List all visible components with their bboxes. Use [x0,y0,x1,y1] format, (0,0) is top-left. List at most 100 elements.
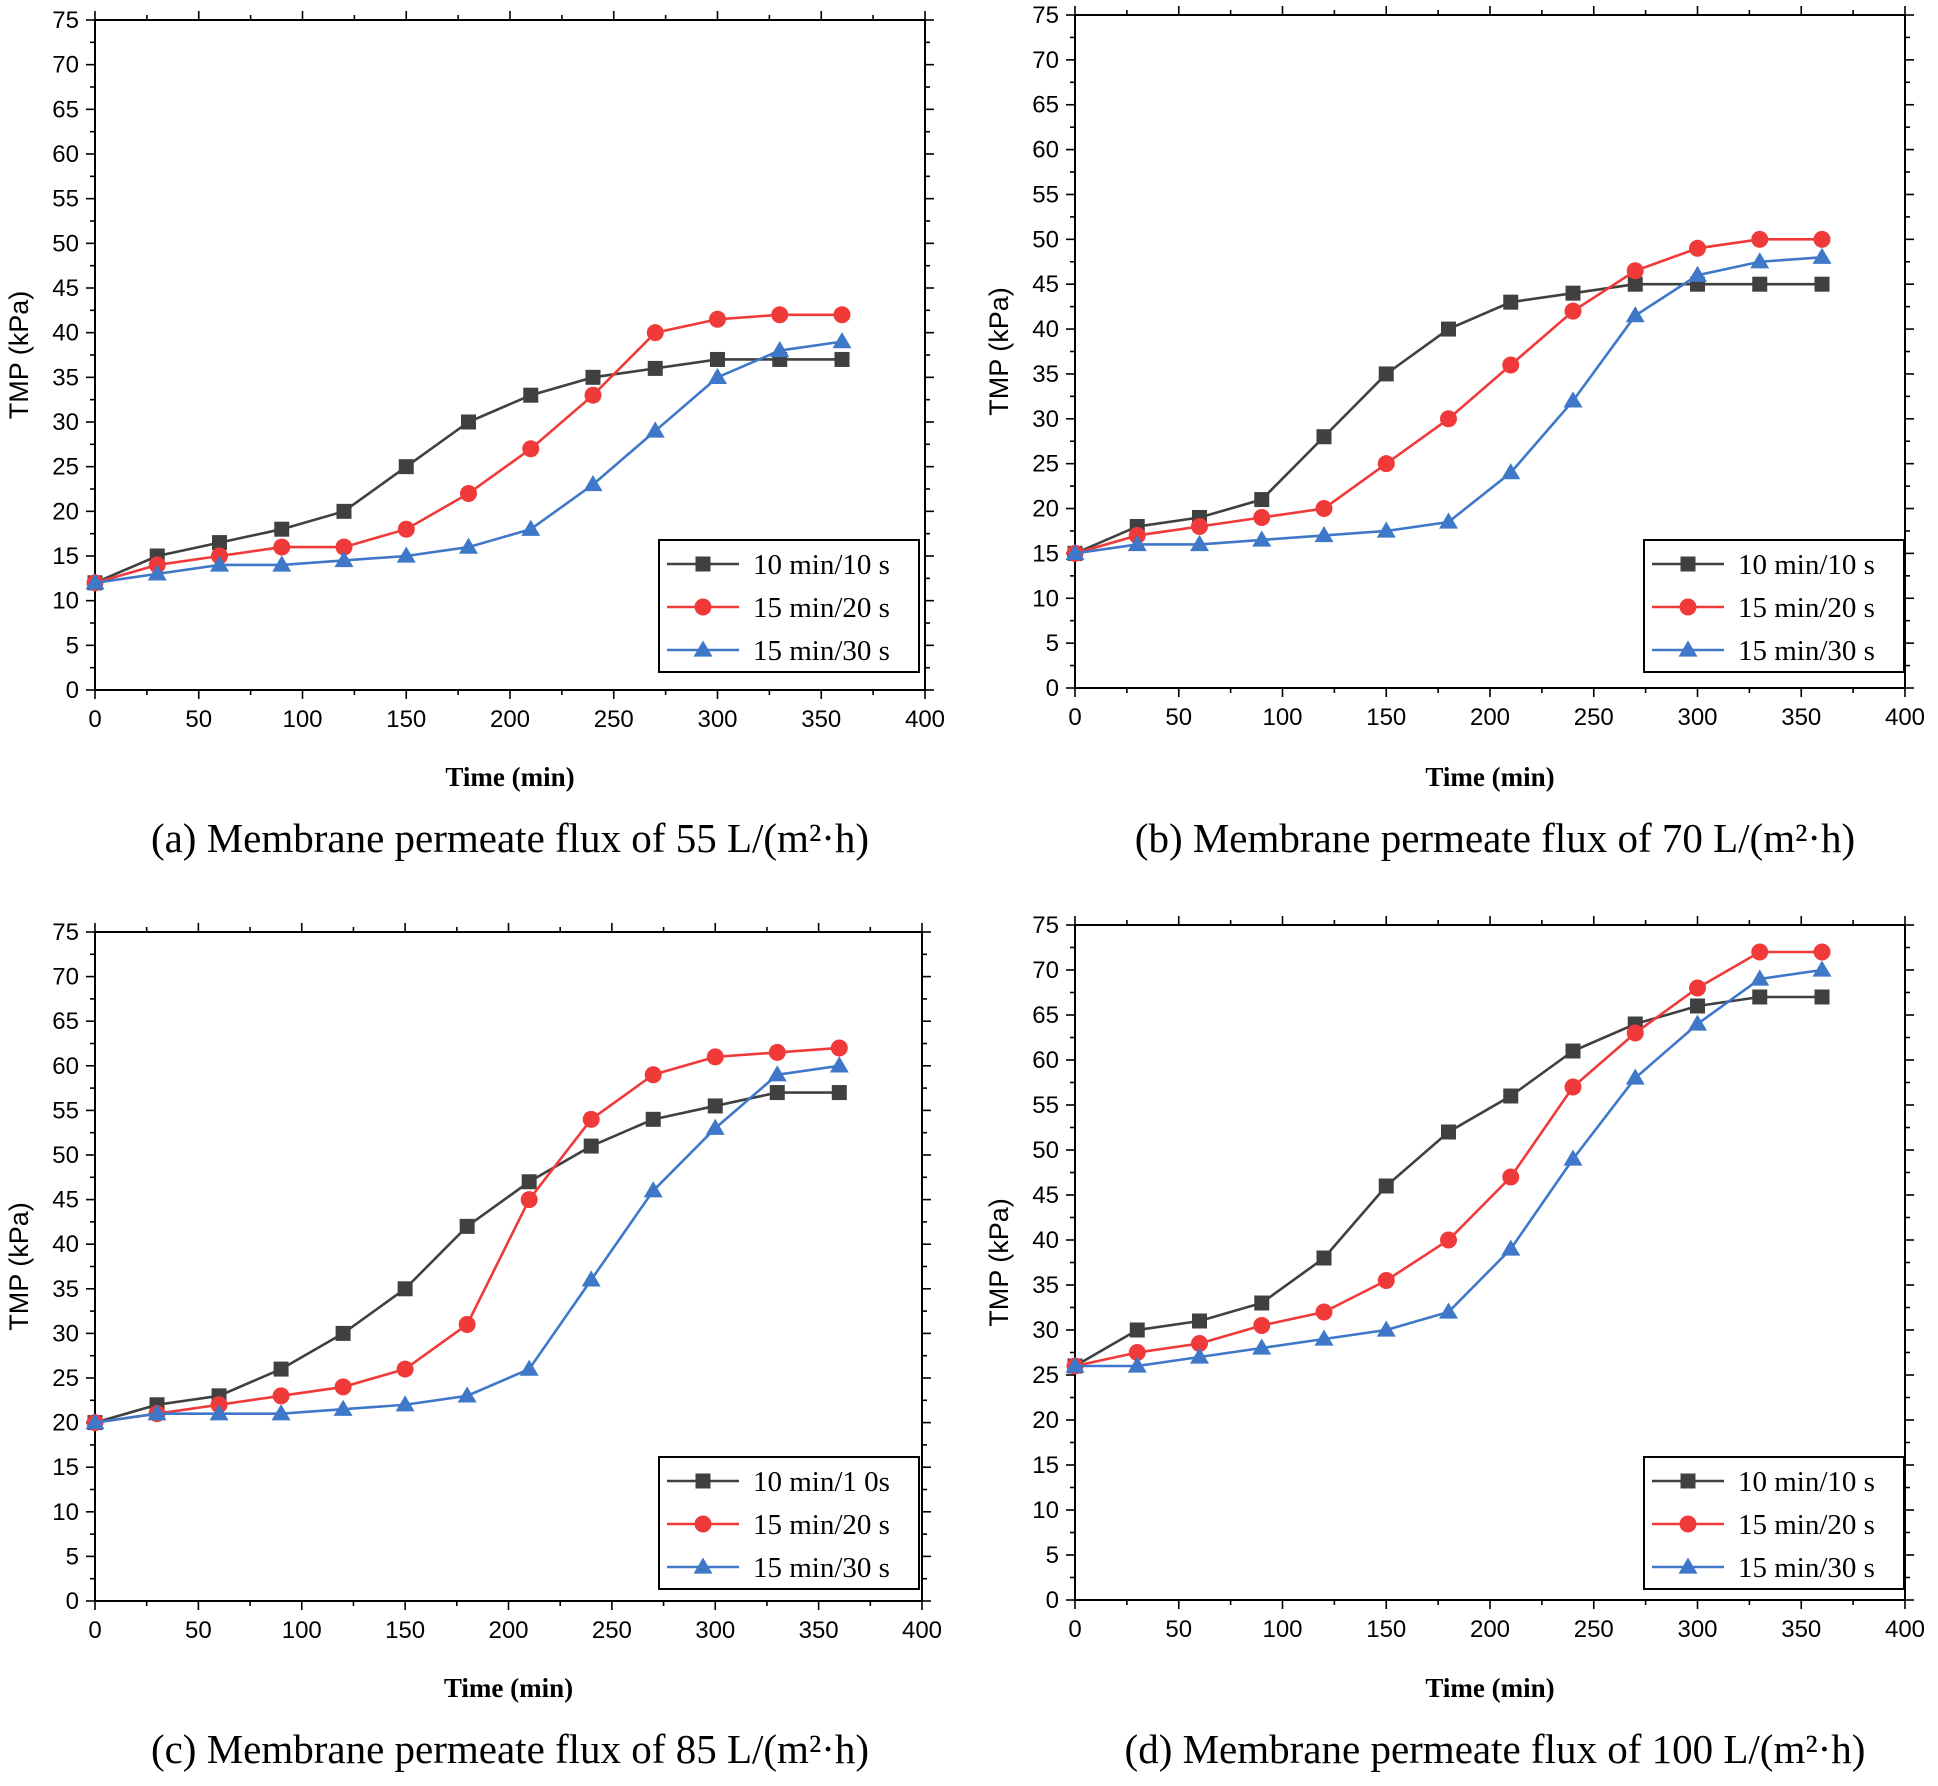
y-tick-label: 60 [1032,137,1059,164]
data-point [1376,1320,1396,1337]
data-point [274,521,290,537]
data-point [706,1048,724,1066]
y-tick-label: 50 [1032,226,1059,253]
data-point [520,1191,538,1209]
data-point [459,537,478,554]
data-point [1127,1356,1147,1373]
data-point [1254,492,1270,508]
y-tick-label: 25 [1032,1362,1059,1389]
legend-marker [695,556,711,572]
data-point [1316,429,1332,445]
y-tick-label: 60 [52,1053,79,1080]
data-point [769,1085,785,1101]
data-point [1192,1313,1207,1329]
data-point [1065,1356,1085,1373]
x-tick-label: 250 [594,706,634,733]
x-tick-label: 0 [88,1617,101,1644]
y-tick-label: 40 [1032,316,1059,343]
data-point [1626,262,1644,280]
y-tick-label: 55 [52,1097,79,1124]
data-point [705,1118,725,1135]
x-tick-label: 200 [1470,704,1510,731]
data-point [335,1325,351,1341]
data-point [1564,302,1582,320]
y-tick-label: 65 [1032,92,1059,119]
y-tick-label: 65 [52,1008,79,1035]
y-tick-label: 30 [52,1320,79,1347]
data-point [644,1066,662,1084]
data-point [1440,1231,1457,1249]
data-point [1191,1335,1208,1352]
x-tick-label: 250 [592,1617,632,1644]
y-tick-label: 50 [52,1142,79,1169]
y-tick-label: 45 [1032,271,1059,298]
data-point [1627,276,1643,292]
x-tick-label: 300 [1677,704,1717,731]
data-point [273,538,291,556]
data-point [397,1281,413,1297]
y-tick-label: 55 [1032,1092,1059,1119]
y-tick-label: 70 [1032,47,1059,74]
x-tick-label: 50 [185,1617,212,1644]
y-tick-label: 15 [1032,1452,1059,1479]
data-point [1565,285,1581,301]
x-tick-label: 400 [1885,1616,1925,1643]
legend-marker [1678,1557,1698,1574]
y-axis-label: TMP (kPa) [984,1198,1014,1327]
data-point [1501,1239,1521,1256]
y-tick-label: 75 [52,7,79,34]
legend-label: 15 min/30 s [753,635,890,667]
data-point [1441,1124,1456,1140]
data-point [209,1404,229,1421]
data-point [519,1359,539,1376]
data-point [1563,1149,1583,1166]
data-point [1814,276,1830,292]
data-point [1752,276,1768,292]
data-point [1315,500,1333,518]
y-tick-label: 30 [1032,406,1059,433]
data-point [581,1270,601,1287]
data-point [583,1138,599,1154]
x-tick-label: 350 [799,1617,839,1644]
x-tick-label: 150 [1366,1616,1406,1643]
y-tick-label: 15 [52,543,79,570]
data-point [1812,960,1832,977]
legend-label: 10 min/10 s [1738,1466,1875,1498]
data-point [1688,1014,1707,1031]
y-tick-label: 60 [1032,1047,1059,1074]
data-point [1689,239,1706,257]
data-point [1752,989,1768,1005]
y-tick-label: 5 [66,632,79,659]
data-point [645,421,665,438]
legend-label: 10 min/10 s [753,549,890,581]
data-point [1503,1088,1519,1104]
data-point [1253,1317,1271,1334]
y-tick-label: 65 [52,96,79,123]
y-tick-label: 70 [1032,957,1059,984]
legend-label: 15 min/30 s [1738,1552,1875,1584]
x-tick-label: 0 [88,706,101,733]
y-tick-label: 45 [52,1187,79,1214]
legend-marker [1678,640,1698,657]
data-point [273,1361,289,1377]
x-tick-label: 200 [1470,1616,1510,1643]
legend-label: 10 min/1 0s [753,1466,890,1498]
data-point [707,1098,723,1114]
y-tick-label: 25 [52,1365,79,1392]
y-tick-label: 45 [52,275,79,302]
data-point [521,519,541,536]
y-tick-label: 20 [52,1410,79,1437]
y-tick-label: 5 [1046,630,1059,657]
legend-label: 10 min/10 s [1738,549,1875,581]
data-point [1128,1344,1146,1361]
legend-marker [694,598,712,616]
x-axis-label: Time (min) [1425,762,1554,792]
data-point [833,306,851,324]
data-point [521,1174,537,1190]
x-tick-label: 100 [282,1617,322,1644]
y-tick-label: 40 [52,320,79,347]
data-point [1314,525,1334,543]
y-tick-label: 0 [1046,675,1059,702]
data-point [271,1404,291,1421]
y-tick-label: 60 [52,141,79,168]
